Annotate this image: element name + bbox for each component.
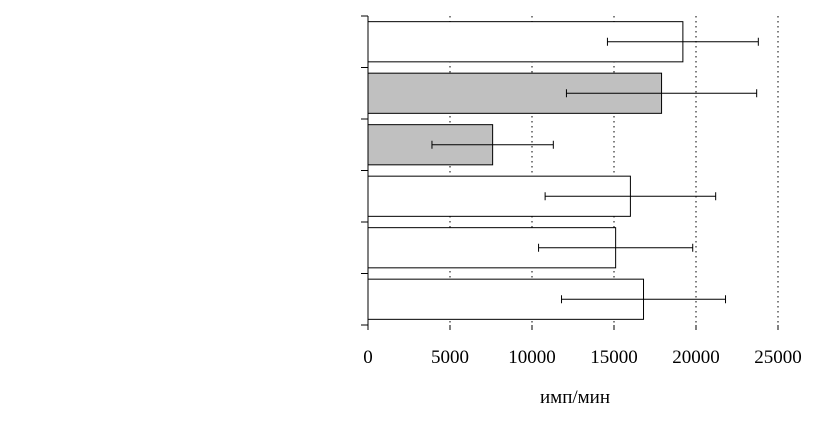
error-bar [431, 140, 554, 149]
x-tick-label: 0 [363, 347, 373, 368]
error-bar [544, 192, 717, 201]
x-tick-label: 15000 [590, 347, 638, 368]
x-tick-label: 5000 [431, 347, 469, 368]
x-axis-title: имп/мин [540, 387, 610, 408]
error-bar [561, 295, 727, 304]
x-tick-label: 25000 [754, 347, 802, 368]
error-bar [538, 243, 694, 252]
error-bar [606, 37, 759, 46]
error-bar [565, 89, 758, 98]
x-tick-label: 10000 [508, 347, 556, 368]
x-tick-label: 20000 [672, 347, 720, 368]
